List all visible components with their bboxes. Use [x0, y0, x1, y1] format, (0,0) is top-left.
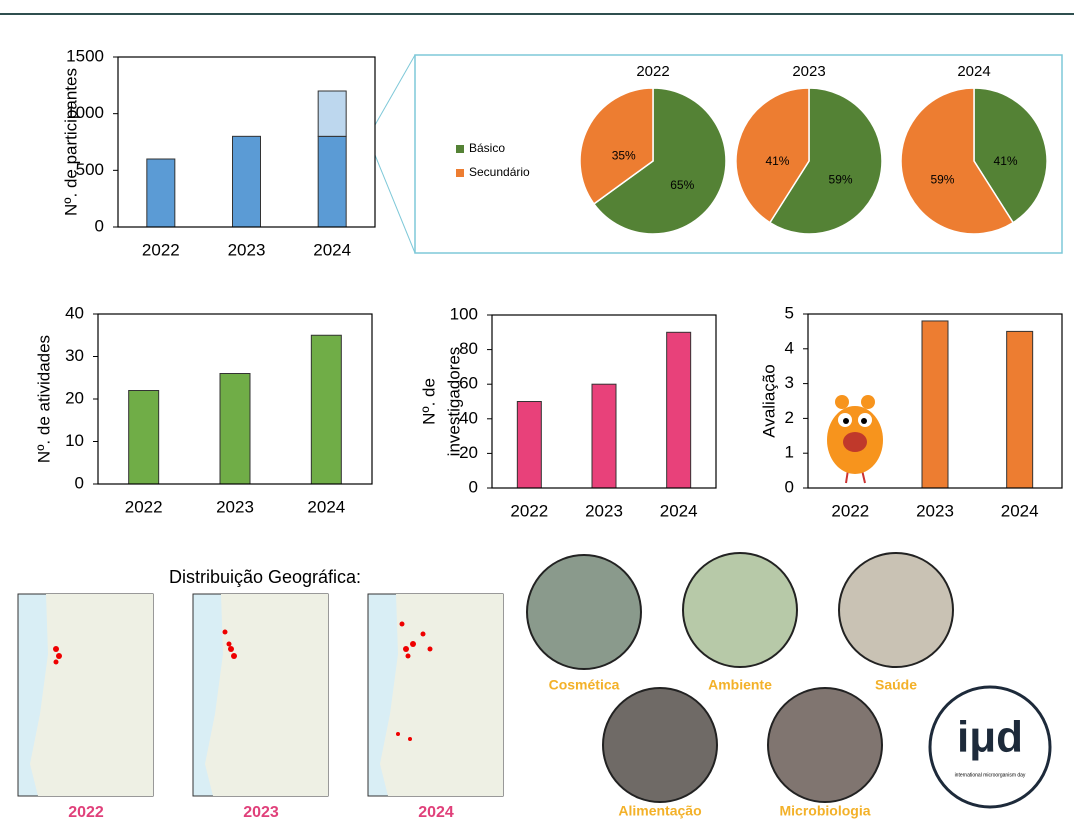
- photo-label: Alimentação: [618, 803, 701, 819]
- maps-title: Distribuição Geográfica:: [169, 567, 361, 587]
- y-tick-label: 0: [75, 473, 84, 492]
- map-year: 2023: [243, 804, 279, 821]
- y-axis-label: investigadores: [444, 347, 463, 457]
- bar: [922, 321, 948, 488]
- y-tick-label: 20: [65, 388, 84, 407]
- bar: [129, 391, 159, 485]
- y-axis-label: Nº. de participantes: [61, 68, 80, 216]
- pie-title: 2022: [636, 63, 669, 80]
- y-tick-label: 60: [459, 374, 478, 393]
- connector: [375, 55, 415, 125]
- x-tick-label: 2023: [216, 497, 254, 516]
- pie-value-label: 59%: [930, 172, 954, 186]
- mascot: [827, 395, 883, 483]
- pie-value-label: 41%: [765, 154, 789, 168]
- x-tick-label: 2023: [585, 501, 623, 520]
- photo-label: Microbiologia: [780, 803, 871, 819]
- pie-value-label: 65%: [670, 178, 694, 192]
- y-tick-label: 500: [76, 160, 104, 179]
- y-tick-label: 3: [785, 373, 794, 392]
- x-tick-label: 2022: [510, 501, 548, 520]
- legend-label: Básico: [469, 141, 505, 155]
- pie-title: 2023: [792, 63, 825, 80]
- y-tick-label: 2: [785, 408, 794, 427]
- bar: [592, 384, 616, 488]
- y-axis-label: Nº. de atividades: [34, 335, 53, 463]
- bar: [517, 402, 541, 489]
- x-tick-label: 2023: [228, 240, 266, 259]
- y-tick-label: 0: [95, 216, 104, 235]
- photo-label: Ambiente: [708, 677, 772, 693]
- y-tick-label: 5: [785, 303, 794, 322]
- x-tick-label: 2022: [142, 240, 180, 259]
- y-axis-label: Nº. de: [419, 378, 438, 425]
- legend-swatch: [456, 145, 464, 153]
- map-year: 2022: [68, 804, 104, 821]
- y-tick-label: 20: [459, 443, 478, 462]
- logo-caption: international microorganism day: [955, 772, 1026, 778]
- x-tick-label: 2024: [313, 240, 351, 259]
- y-tick-label: 30: [65, 346, 84, 365]
- x-tick-label: 2023: [916, 501, 954, 520]
- logo-mark: iμd: [957, 713, 1023, 762]
- y-tick-label: 4: [785, 338, 794, 357]
- y-tick-label: 80: [459, 339, 478, 358]
- y-axis-label: Avaliação: [759, 364, 778, 437]
- bar: [1007, 331, 1033, 488]
- pie-value-label: 59%: [829, 172, 853, 186]
- x-tick-label: 2024: [1001, 501, 1039, 520]
- bar: [220, 374, 250, 485]
- map-year: 2024: [418, 804, 454, 821]
- bar: [318, 91, 346, 136]
- connector: [375, 155, 415, 253]
- photo-label: Cosmética: [549, 677, 620, 693]
- pie-value-label: 35%: [612, 148, 636, 162]
- pie-value-label: 41%: [994, 154, 1018, 168]
- x-tick-label: 2022: [125, 497, 163, 516]
- photo-label: Saúde: [875, 677, 917, 693]
- y-tick-label: 10: [65, 431, 84, 450]
- legend-swatch: [456, 169, 464, 177]
- y-tick-label: 40: [459, 408, 478, 427]
- maps: [18, 594, 503, 796]
- y-tick-label: 1000: [66, 103, 104, 122]
- bar: [233, 136, 261, 227]
- bar: [667, 332, 691, 488]
- legend-label: Secundário: [469, 165, 530, 179]
- x-tick-label: 2024: [660, 501, 698, 520]
- y-tick-label: 1500: [66, 46, 104, 65]
- y-tick-label: 100: [450, 304, 478, 323]
- y-tick-label: 0: [785, 477, 794, 496]
- pie-title: 2024: [957, 63, 990, 80]
- y-tick-label: 1: [785, 443, 794, 462]
- bar: [318, 136, 346, 227]
- x-tick-label: 2022: [831, 501, 869, 520]
- infographic: Distribuição Geográfica: 2022 2023 2024 …: [0, 0, 1074, 828]
- bar: [147, 159, 175, 227]
- x-tick-label: 2024: [307, 497, 345, 516]
- y-tick-label: 40: [65, 303, 84, 322]
- y-tick-label: 0: [469, 477, 478, 496]
- bar: [311, 335, 341, 484]
